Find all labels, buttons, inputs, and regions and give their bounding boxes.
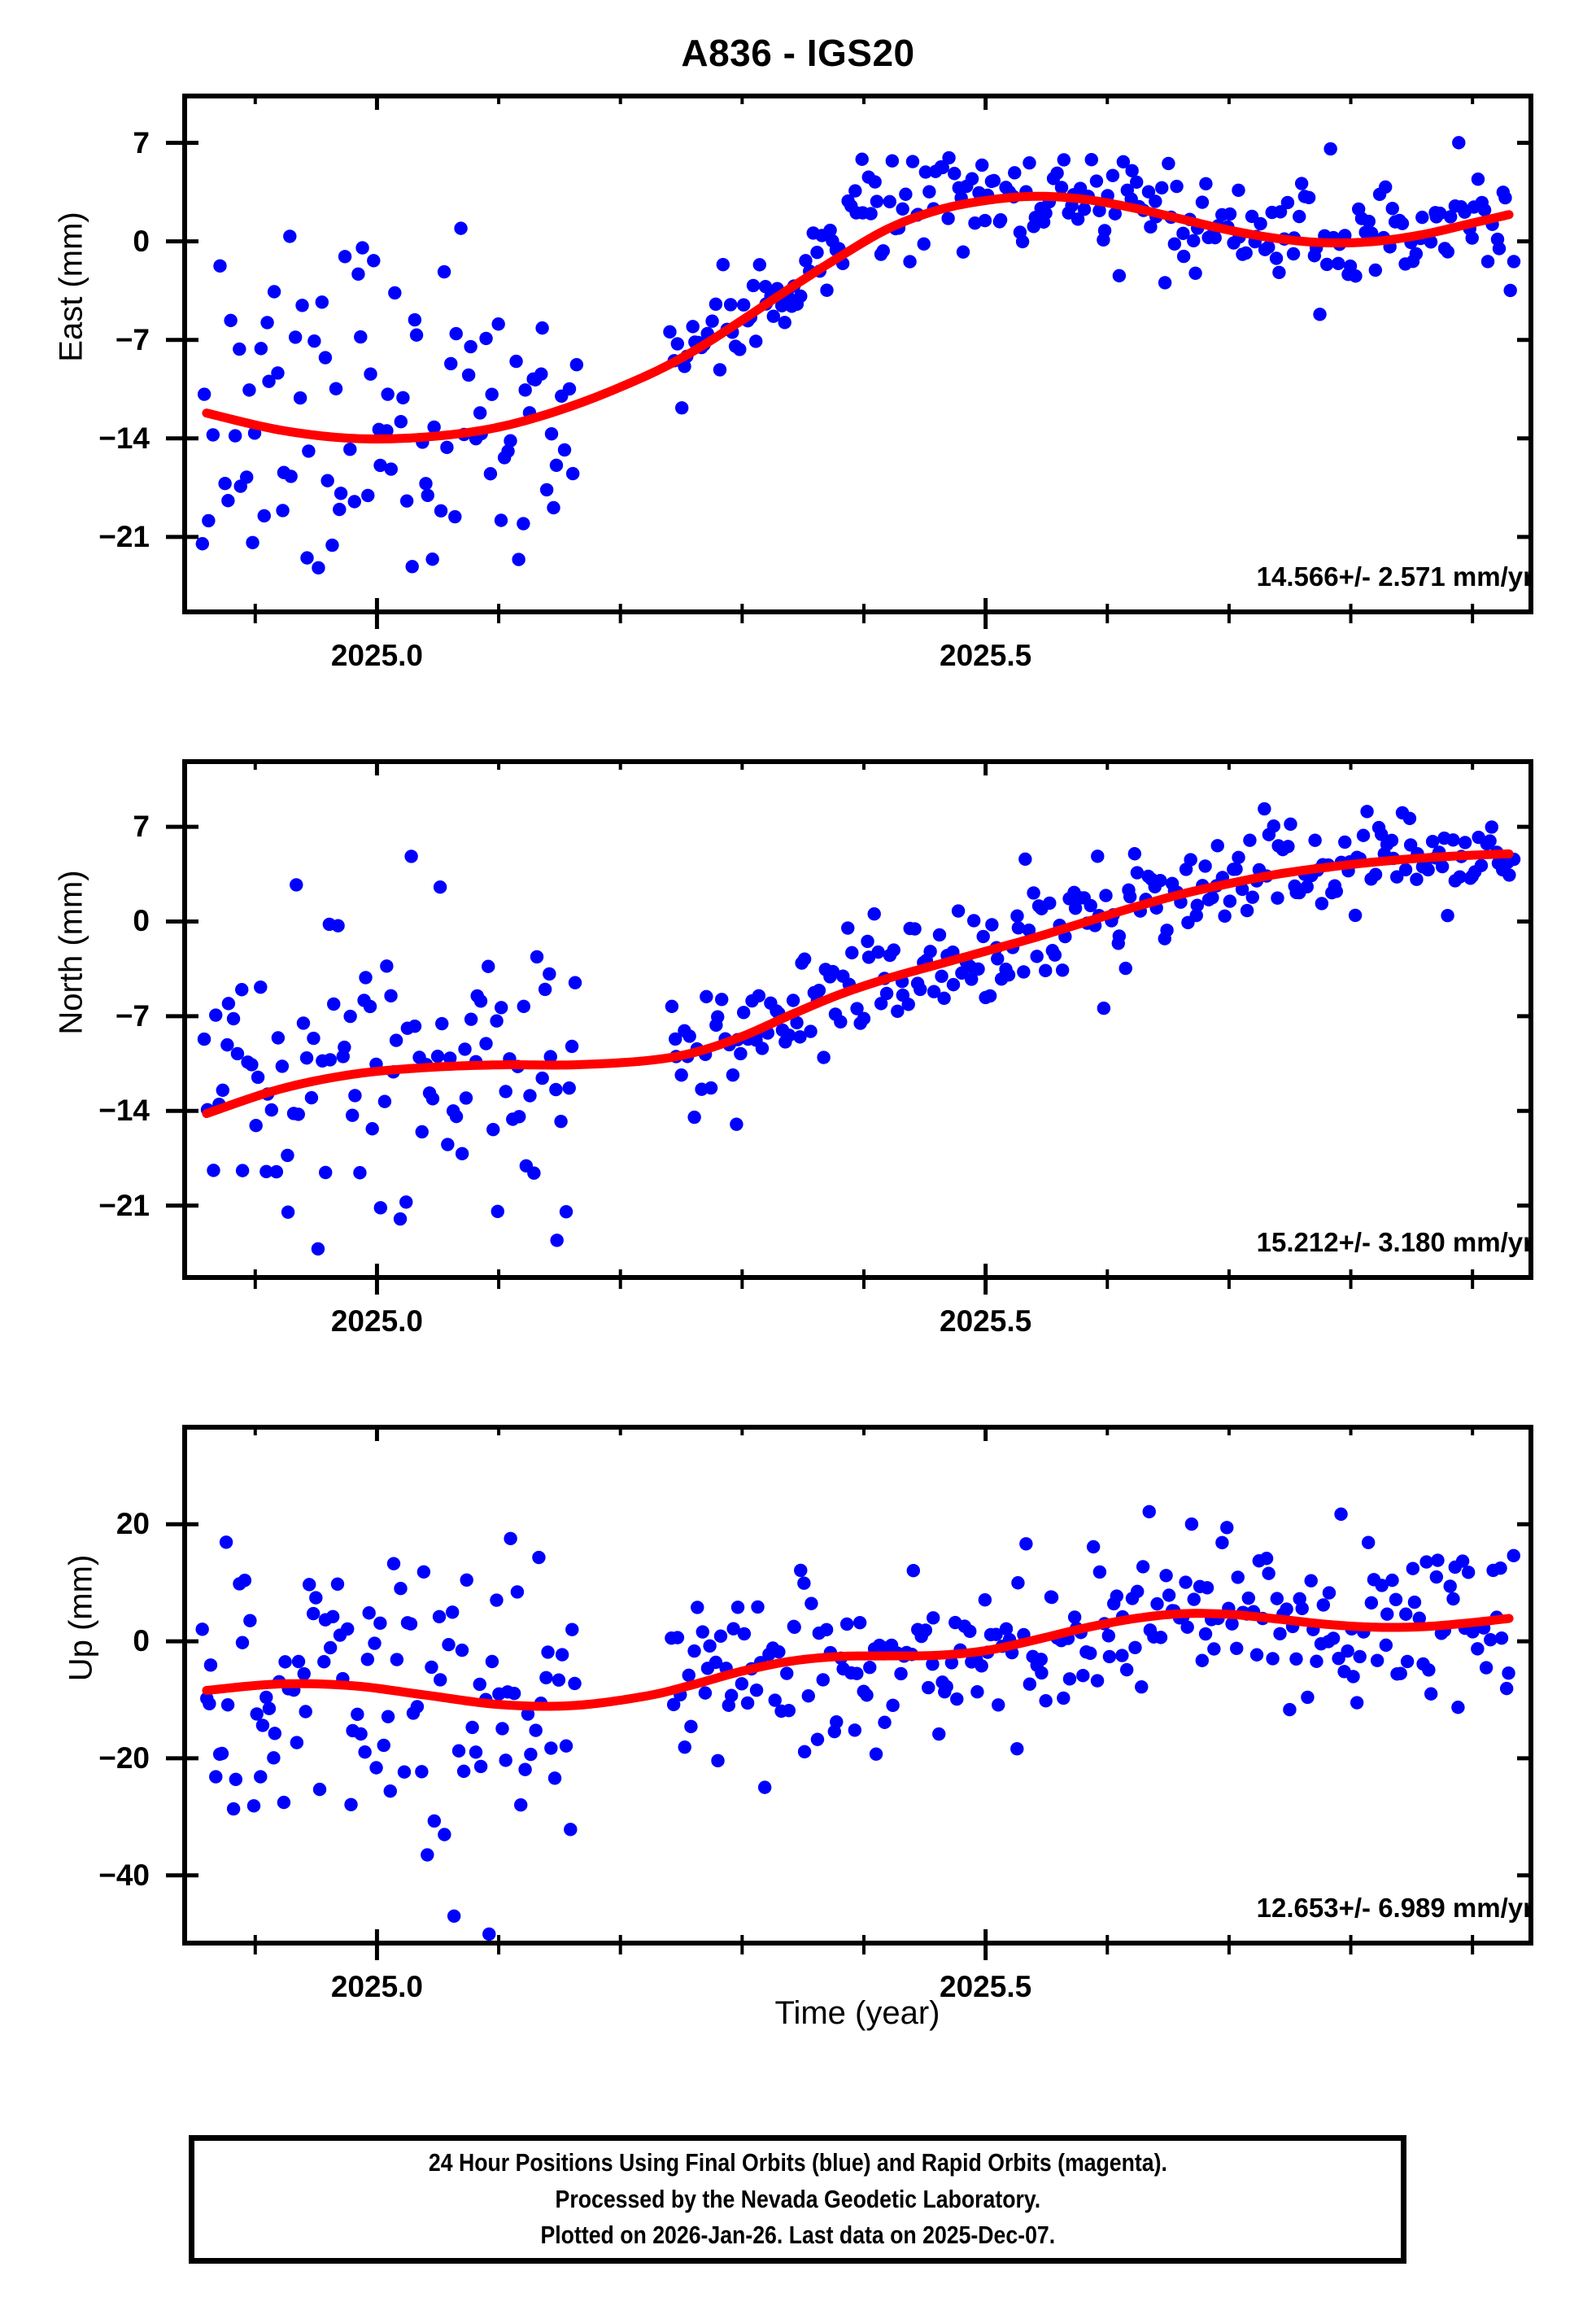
y-tick-label: −14 [98,1094,150,1128]
panel-east [166,94,1533,629]
panel-east-plot-area [166,94,1533,629]
y-tick-label: −40 [98,1858,150,1892]
y-tick-label: 7 [133,810,150,844]
panel-north-rate: 15.212+/- 3.180 mm/yr [1256,1227,1533,1257]
page-title: A836 - IGS20 [681,32,915,74]
scatter-points [195,136,1521,575]
x-tick-label: 2025.0 [330,1970,424,2003]
x-tick-label: 2025.5 [940,1970,1032,2003]
y-tick-label: −20 [98,1740,150,1775]
x-tick-label: 2025.5 [940,639,1032,672]
scatter-points [195,1505,1520,1941]
y-tick-label: 0 [133,1624,150,1658]
footer-line-3: Plotted on 2026-Jan-26. Last data on 202… [540,2221,1055,2250]
panel-up [166,1425,1533,1960]
y-tick-label: 0 [133,224,150,258]
trend-line [202,191,1514,443]
y-tick-label: −14 [98,421,150,455]
y-tick-label: −7 [115,322,150,356]
y-tick-label: −21 [98,1188,150,1222]
panel-up-plot-area [166,1425,1533,1960]
y-tick-label: −21 [98,519,150,553]
x-tick-label: 2025.0 [330,639,424,672]
x-tick-label: 2025.5 [940,1304,1032,1338]
panel-east-rate: 14.566+/- 2.571 mm/yr [1256,561,1533,592]
footer-line-1: 24 Hour Positions Using Final Orbits (bl… [428,2147,1167,2177]
y-tick-label: 20 [116,1507,150,1541]
trend-line [202,849,1514,1119]
x-axis-title: Time (year) [774,1995,940,2031]
y-tick-label: −7 [115,998,150,1033]
panel-east-ylabel: East (mm) [53,212,89,362]
panel-north-plot-area [166,759,1533,1295]
trend-line [202,1609,1514,1711]
panel-north-ylabel: North (mm) [53,870,89,1035]
footer-caption-box: 24 Hour Positions Using Final Orbits (bl… [189,2135,1406,2264]
y-tick-label: 0 [133,904,150,938]
x-tick-label: 2025.0 [330,1304,424,1338]
y-tick-label: 7 [133,125,150,159]
panel-up-rate: 12.653+/- 6.989 mm/yr [1256,1893,1533,1923]
footer-line-2: Processed by the Nevada Geodetic Laborat… [555,2184,1040,2213]
panel-east-frame [182,94,1533,614]
panel-north [166,759,1533,1295]
panel-up-frame [182,1425,1533,1946]
